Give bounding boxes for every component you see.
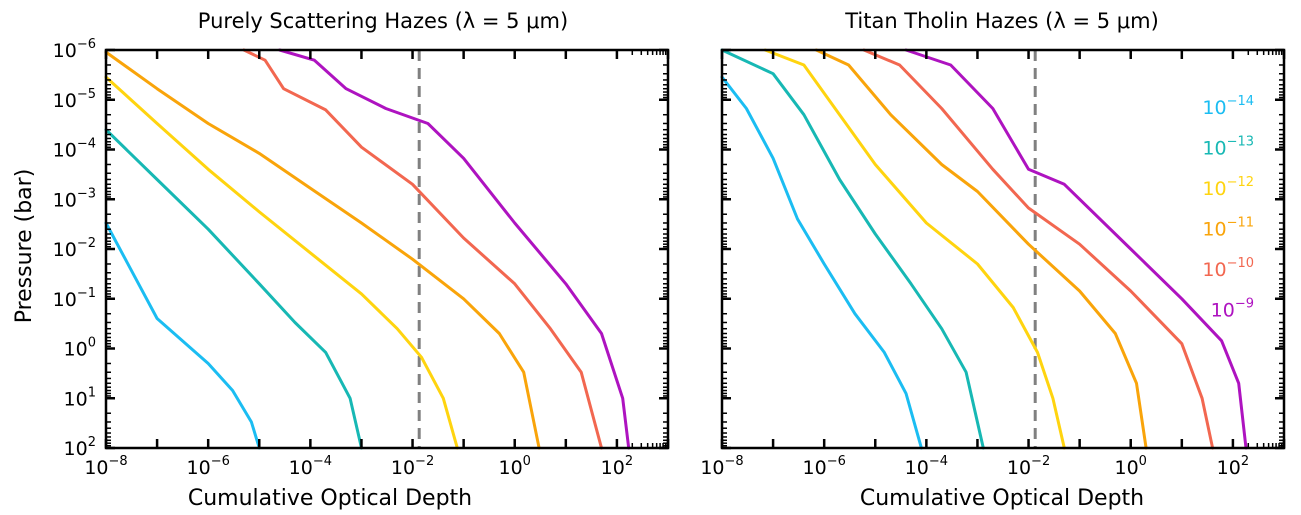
series-line-3 (814, 48, 1148, 450)
x-tick-label: 10−2 (391, 454, 434, 479)
series-line-5 (278, 48, 631, 450)
series-line-4 (242, 48, 603, 450)
x-tick-label: 10−4 (289, 454, 332, 479)
right-panel-title: Titan Tholin Hazes (λ = 5 μm) (844, 9, 1159, 33)
series-line-2 (104, 75, 459, 450)
legend: 10−14 10−13 10−12 10−11 10−10 10−9 (1202, 94, 1254, 322)
series-line-2 (763, 48, 1066, 450)
legend-entry: 10−11 (1202, 216, 1254, 241)
x-tick-label: 10−8 (84, 454, 127, 479)
series-line-5 (904, 48, 1248, 450)
y-tick-label: 101 (64, 385, 96, 410)
y-tick-label: 102 (64, 435, 96, 460)
series-line-4 (862, 48, 1215, 450)
y-axis-label: Pressure (bar) (12, 169, 37, 324)
series-line-3 (104, 50, 541, 450)
y-tick-label: 10−2 (53, 236, 96, 261)
x-tick-label: 100 (1114, 454, 1146, 479)
y-tick-label: 100 (64, 336, 96, 361)
y-tick-label: 10−1 (53, 286, 96, 311)
x-tick-label: 102 (601, 454, 633, 479)
legend-entry: 10−13 (1202, 135, 1254, 160)
y-tick-label: 10−5 (53, 87, 96, 112)
right-panel: Titan Tholin Hazes (λ = 5 μm) Cumulative… (700, 9, 1286, 511)
legend-entry: 10−14 (1202, 94, 1254, 119)
y-tick-label: 10−4 (53, 137, 96, 162)
y-tick-label: 10−6 (53, 37, 96, 62)
left-panel-title: Purely Scattering Hazes (λ = 5 μm) (198, 9, 568, 33)
series-line-1 (104, 128, 363, 450)
left-plot-area: 10−8 10−6 10−4 10−2 100 102 10−6 10−5 10−4 10−3 10… (53, 37, 670, 479)
legend-entry: 10−12 (1202, 175, 1254, 200)
right-plot-area: 10−8 10−6 10−4 10−2 100 102 (700, 48, 1286, 479)
left-panel: Purely Scattering Hazes (λ = 5 μm) Cumul… (53, 9, 670, 511)
legend-entry: 10−9 (1211, 297, 1254, 322)
right-panel-xlabel: Cumulative Optical Depth (860, 486, 1144, 511)
x-tick-label: 100 (498, 454, 530, 479)
x-tick-label: 10−6 (187, 454, 230, 479)
series-line-0 (720, 75, 923, 450)
x-tick-label: 10−4 (905, 454, 948, 479)
x-tick-label: 10−8 (700, 454, 743, 479)
series-line-0 (104, 221, 261, 450)
x-tick-label: 10−6 (803, 454, 846, 479)
x-tick-label: 10−2 (1007, 454, 1050, 479)
x-tick-label: 102 (1217, 454, 1249, 479)
legend-entry: 10−10 (1202, 256, 1254, 281)
y-tick-label: 10−3 (53, 186, 96, 211)
left-panel-xlabel: Cumulative Optical Depth (188, 486, 472, 511)
series-line-1 (720, 48, 985, 450)
